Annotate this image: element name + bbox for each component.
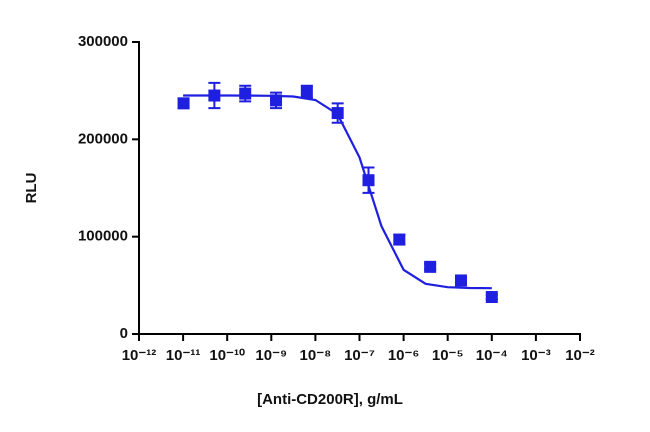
x-tick-label: 10⁻⁵ <box>432 347 464 364</box>
x-axis-label: [Anti-CD200R], g/mL <box>257 391 403 408</box>
x-tick-label: 10⁻³ <box>521 347 551 364</box>
x-tick-label: 10⁻⁶ <box>388 347 420 364</box>
data-point <box>208 89 221 102</box>
y-tick-label: 0 <box>120 325 128 342</box>
data-point <box>239 87 252 100</box>
data-point <box>300 85 313 98</box>
data-point <box>331 107 344 120</box>
y-tick-label: 300000 <box>78 33 128 50</box>
data-point <box>177 97 190 110</box>
y-axis-label: RLU <box>23 173 40 204</box>
fit-curve <box>183 94 492 290</box>
x-tick-label: 10⁻⁹ <box>255 347 287 364</box>
data-point <box>454 274 467 287</box>
x-tick-label: 10⁻¹¹ <box>166 347 201 364</box>
data-point <box>362 174 375 187</box>
x-tick-label: 10⁻⁷ <box>344 347 375 364</box>
y-tick-label: 100000 <box>78 228 128 245</box>
data-point <box>270 94 283 107</box>
x-tick-label: 10⁻² <box>565 347 595 364</box>
x-tick-label: 10⁻⁴ <box>476 347 508 364</box>
data-point <box>393 233 406 246</box>
x-tick-label: 10⁻⁸ <box>300 347 332 364</box>
x-tick-label: 10⁻¹⁰ <box>209 347 245 364</box>
data-point <box>424 260 437 273</box>
data-point <box>485 291 498 304</box>
y-tick-label: 200000 <box>78 130 128 147</box>
x-tick-label: 10⁻¹² <box>122 347 157 364</box>
